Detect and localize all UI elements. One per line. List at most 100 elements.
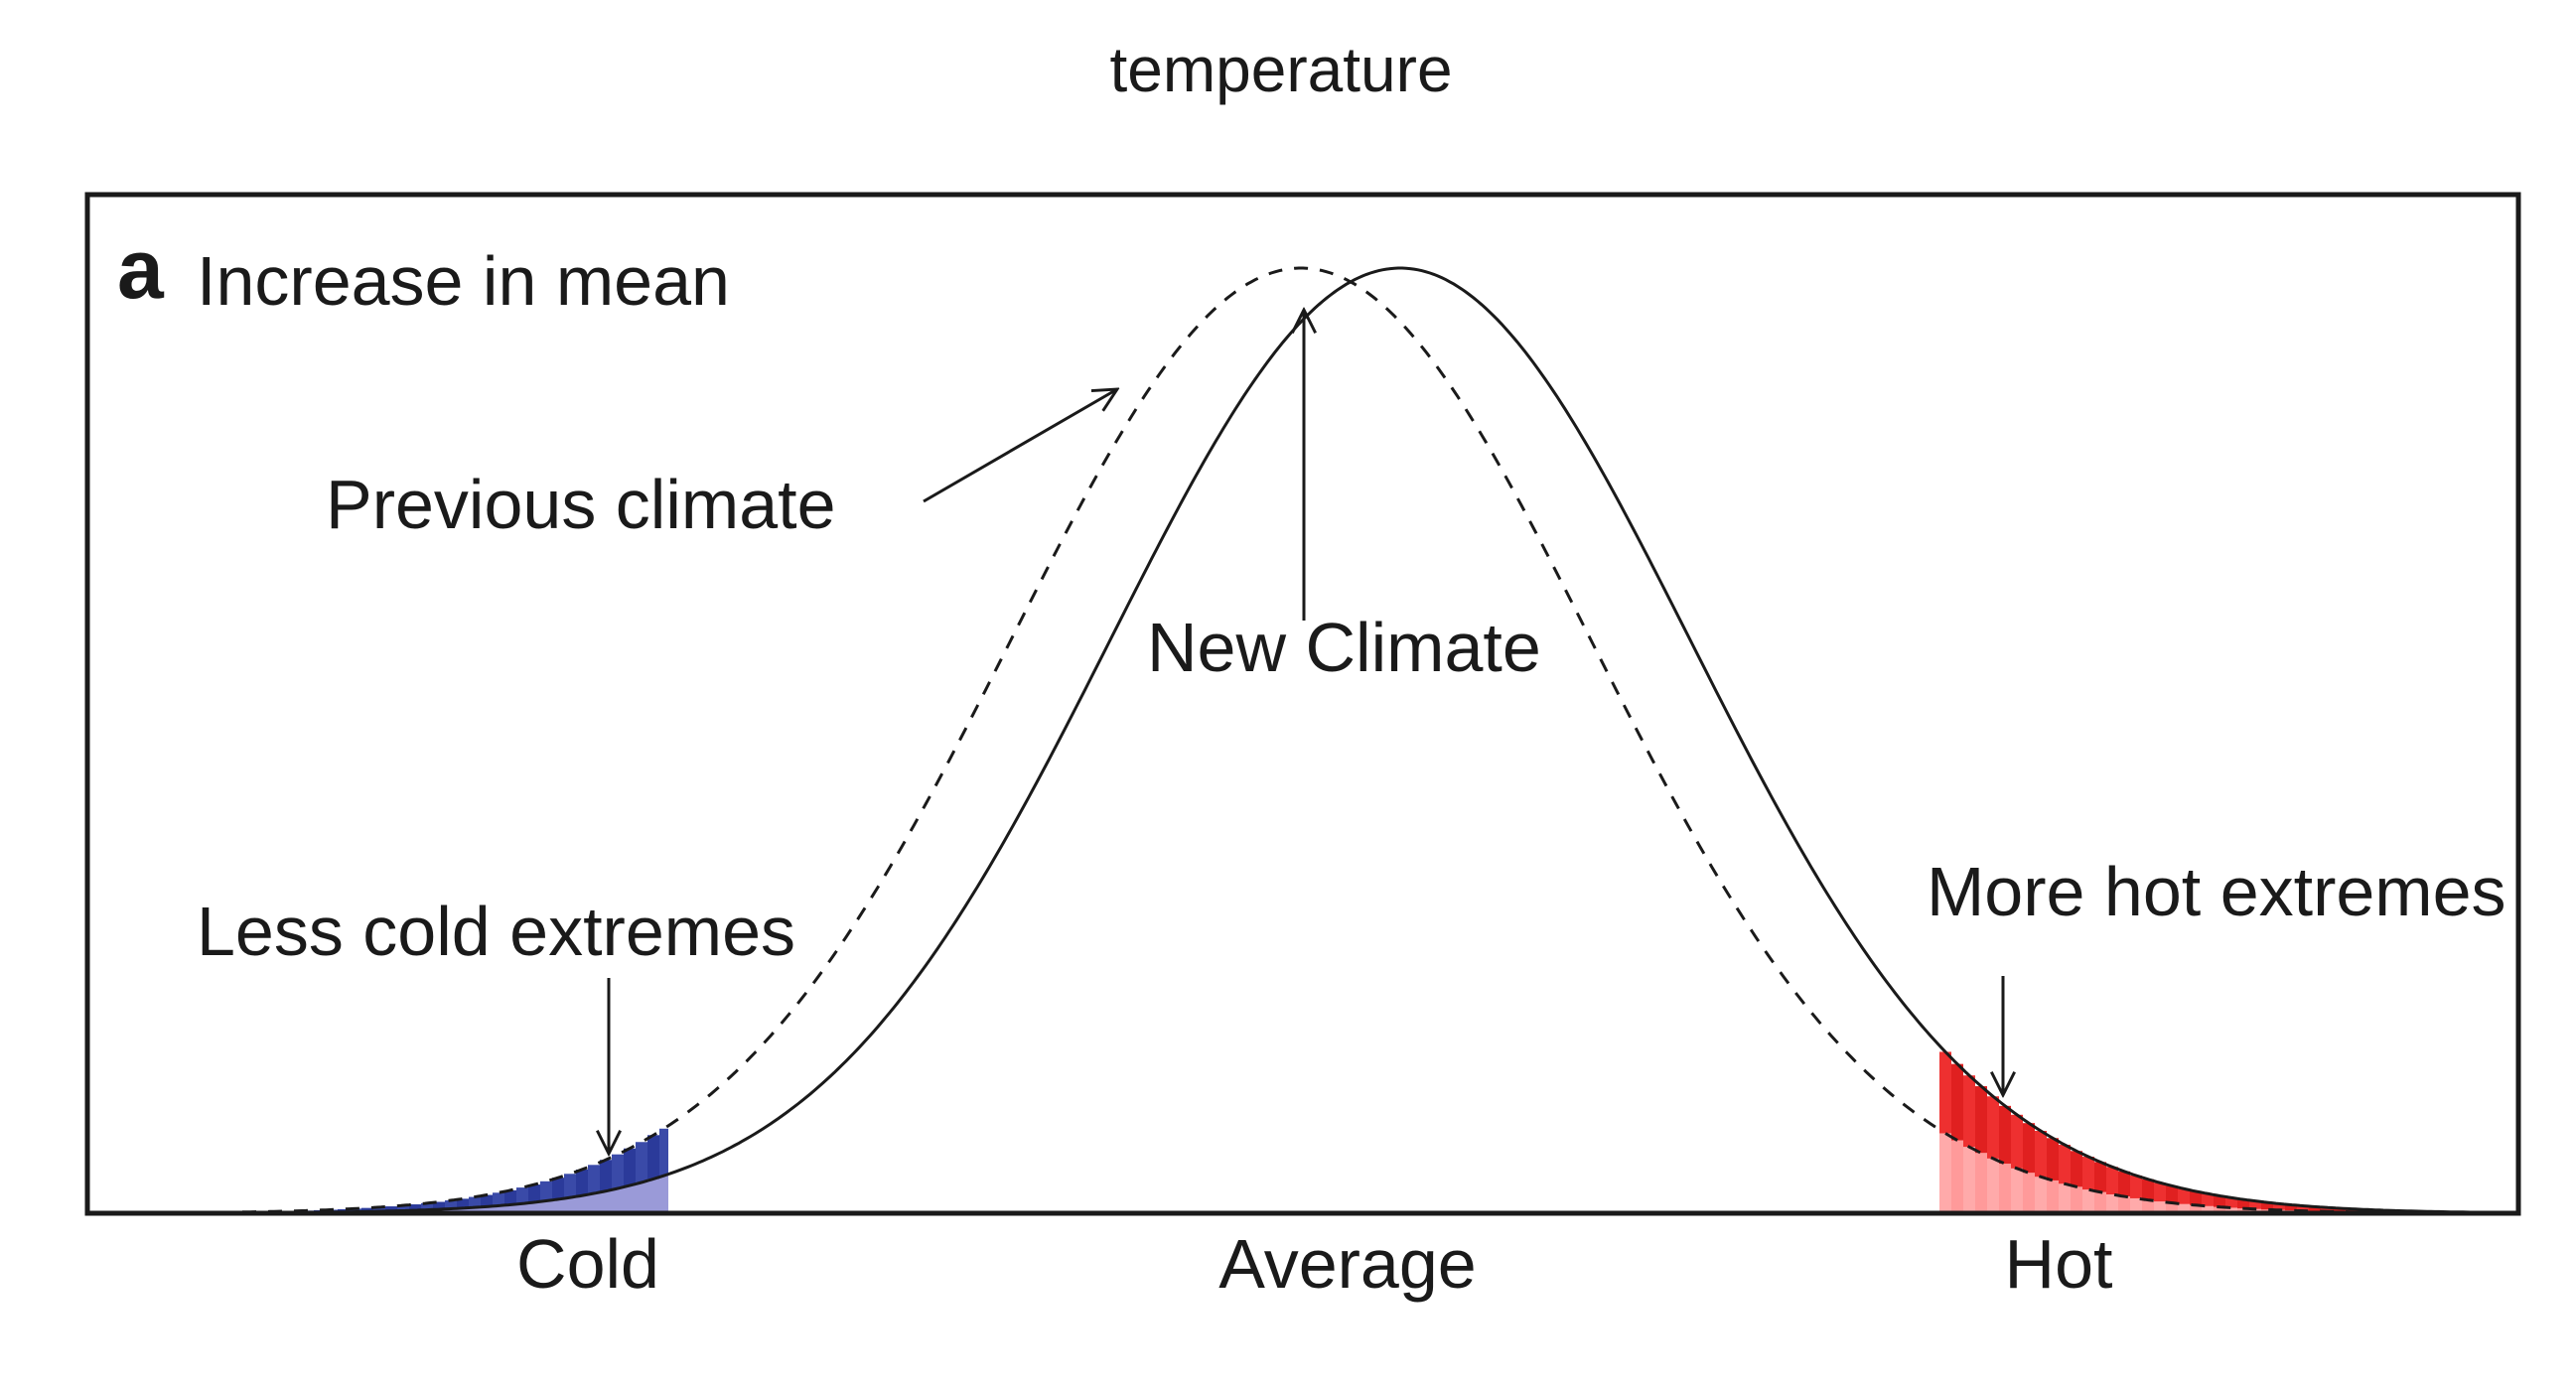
- hot-tail-previous-climate: [1963, 1147, 1975, 1213]
- cold-tail-lost-extremes: [469, 1196, 481, 1208]
- hot-tail-added-extremes: [2059, 1145, 2071, 1184]
- hot-tail-previous-climate: [2214, 1206, 2225, 1213]
- hot-tail-previous-climate: [2166, 1202, 2178, 1213]
- axis-tick-cold: Cold: [516, 1225, 659, 1303]
- cold-tail-lost-extremes: [540, 1180, 552, 1201]
- hot-tail-previous-climate: [2225, 1207, 2237, 1213]
- hot-tail-added-extremes: [2297, 1205, 2309, 1211]
- hot-tail-added-extremes: [1987, 1096, 1999, 1159]
- cold-tail-new-climate: [624, 1185, 636, 1213]
- hot-tail-added-extremes: [2261, 1202, 2273, 1210]
- cold-tail-lost-extremes: [445, 1200, 457, 1209]
- cold-tail-new-climate: [540, 1200, 552, 1213]
- hot-tail-added-extremes: [2130, 1175, 2142, 1198]
- figure-title: temperature: [1109, 34, 1452, 105]
- hot-tail-added-extremes: [1975, 1086, 1987, 1154]
- hot-tail-previous-climate: [2154, 1201, 2166, 1213]
- hot-tail-previous-climate: [2142, 1199, 2154, 1213]
- cold-tail-lost-extremes: [350, 1208, 361, 1212]
- hot-tail-previous-climate: [2047, 1180, 2059, 1213]
- cold-tail-lost-extremes: [516, 1187, 528, 1204]
- cold-tail-lost-extremes: [612, 1154, 624, 1189]
- hot-tail-added-extremes: [1951, 1063, 1963, 1141]
- cold-tail-new-climate: [576, 1195, 588, 1213]
- cold-tail-lost-extremes: [421, 1202, 433, 1210]
- previous-climate-curve: [87, 266, 2518, 1213]
- hot-tail-added-extremes: [1939, 1051, 1951, 1134]
- cold-tail-lost-extremes: [528, 1184, 540, 1202]
- hot-tail-added-extremes: [2214, 1195, 2225, 1207]
- previous-climate-label: Previous climate: [326, 466, 836, 543]
- cold-tail-lost-extremes: [659, 1128, 668, 1177]
- cold-tail-new-climate: [516, 1203, 528, 1213]
- hot-tail-added-extremes: [2166, 1185, 2178, 1203]
- hot-tail-previous-climate: [2178, 1203, 2190, 1213]
- cold-tail-new-climate: [659, 1176, 668, 1213]
- cold-tail-lost-extremes: [588, 1165, 600, 1194]
- hot-tail-previous-climate: [2106, 1194, 2118, 1213]
- cold-tail-new-climate: [647, 1179, 659, 1213]
- hot-tail-previous-climate: [1939, 1133, 1951, 1213]
- cold-tail-lost-extremes: [576, 1169, 588, 1196]
- hot-tail-added-extremes: [2118, 1171, 2130, 1197]
- cold-tail-lost-extremes: [636, 1142, 647, 1182]
- cold-tail-lost-extremes: [397, 1205, 409, 1211]
- hot-tail-added-extremes: [2071, 1151, 2082, 1187]
- hot-tail-previous-climate: [1951, 1140, 1963, 1213]
- hot-tail-previous-climate: [2059, 1183, 2071, 1213]
- hot-tail-added-extremes: [2035, 1130, 2047, 1178]
- hot-tail-added-extremes: [2082, 1157, 2094, 1190]
- cold-tail-new-climate: [528, 1201, 540, 1213]
- cold-tail-new-climate: [600, 1190, 612, 1213]
- panel-heading: Increase in mean: [197, 242, 730, 320]
- hot-tail-added-extremes: [2094, 1162, 2106, 1192]
- cold-tail-new-climate: [493, 1205, 504, 1213]
- hot-tail-previous-climate: [2202, 1205, 2214, 1213]
- cold-tail-lost-extremes: [385, 1206, 397, 1211]
- axis-tick-average: Average: [1218, 1225, 1476, 1303]
- hot-tail-previous-climate: [1975, 1153, 1987, 1213]
- cold-tail-lost-extremes: [647, 1135, 659, 1180]
- cold-tail-lost-extremes: [493, 1192, 504, 1206]
- hot-tail-added-extremes: [2202, 1193, 2214, 1206]
- hot-tail-previous-climate: [2118, 1196, 2130, 1213]
- hot-tail-previous-climate: [2130, 1197, 2142, 1213]
- hot-tail-added-extremes: [2273, 1203, 2285, 1210]
- hot-tail-added-extremes: [2106, 1167, 2118, 1195]
- cold-tail-lost-extremes: [433, 1201, 445, 1210]
- cold-tail-lost-extremes: [481, 1194, 493, 1207]
- hot-tail-previous-climate: [2035, 1177, 2047, 1213]
- hot-tail-previous-climate: [2023, 1173, 2035, 1213]
- hot-tail-previous-climate: [2094, 1191, 2106, 1213]
- panel-letter: a: [117, 222, 165, 316]
- hot-tail-added-extremes: [2011, 1114, 2023, 1169]
- hot-tail-added-extremes: [2249, 1200, 2261, 1209]
- hot-tail-added-extremes: [2142, 1179, 2154, 1200]
- hot-tail-added-extremes: [2047, 1138, 2059, 1180]
- hot-tail-added-extremes: [2237, 1199, 2249, 1209]
- cold-tail-new-climate: [636, 1181, 647, 1213]
- hot-tail-added-extremes: [2345, 1208, 2357, 1212]
- hot-tail-previous-climate: [2082, 1189, 2094, 1213]
- cold-tail-lost-extremes: [600, 1160, 612, 1191]
- hot-tail-added-extremes: [1963, 1075, 1975, 1148]
- cold-tail-new-climate: [457, 1207, 469, 1213]
- hot-tail-added-extremes: [2154, 1182, 2166, 1202]
- previous-climate-arrow: [923, 389, 1117, 503]
- hot-tail-added-extremes: [2023, 1123, 2035, 1174]
- hot-tail-previous-climate: [1999, 1164, 2011, 1213]
- cold-tail-new-climate: [588, 1193, 600, 1213]
- cold-extremes-label: Less cold extremes: [197, 893, 795, 970]
- cold-tail-new-climate: [481, 1206, 493, 1213]
- cold-tail-new-climate: [552, 1198, 564, 1213]
- hot-tail-added-extremes: [1999, 1105, 2011, 1165]
- new-climate-label: New Climate: [1147, 609, 1541, 686]
- hot-tail-previous-climate: [2071, 1186, 2082, 1213]
- cold-tail-lost-extremes: [564, 1174, 576, 1198]
- cold-tail-lost-extremes: [552, 1178, 564, 1199]
- cold-tail-new-climate: [504, 1204, 516, 1213]
- hot-tail-added-extremes: [2190, 1190, 2202, 1205]
- cold-tail-lost-extremes: [361, 1207, 373, 1212]
- cold-tail-lost-extremes: [504, 1189, 516, 1205]
- cold-tail-new-climate: [469, 1207, 481, 1213]
